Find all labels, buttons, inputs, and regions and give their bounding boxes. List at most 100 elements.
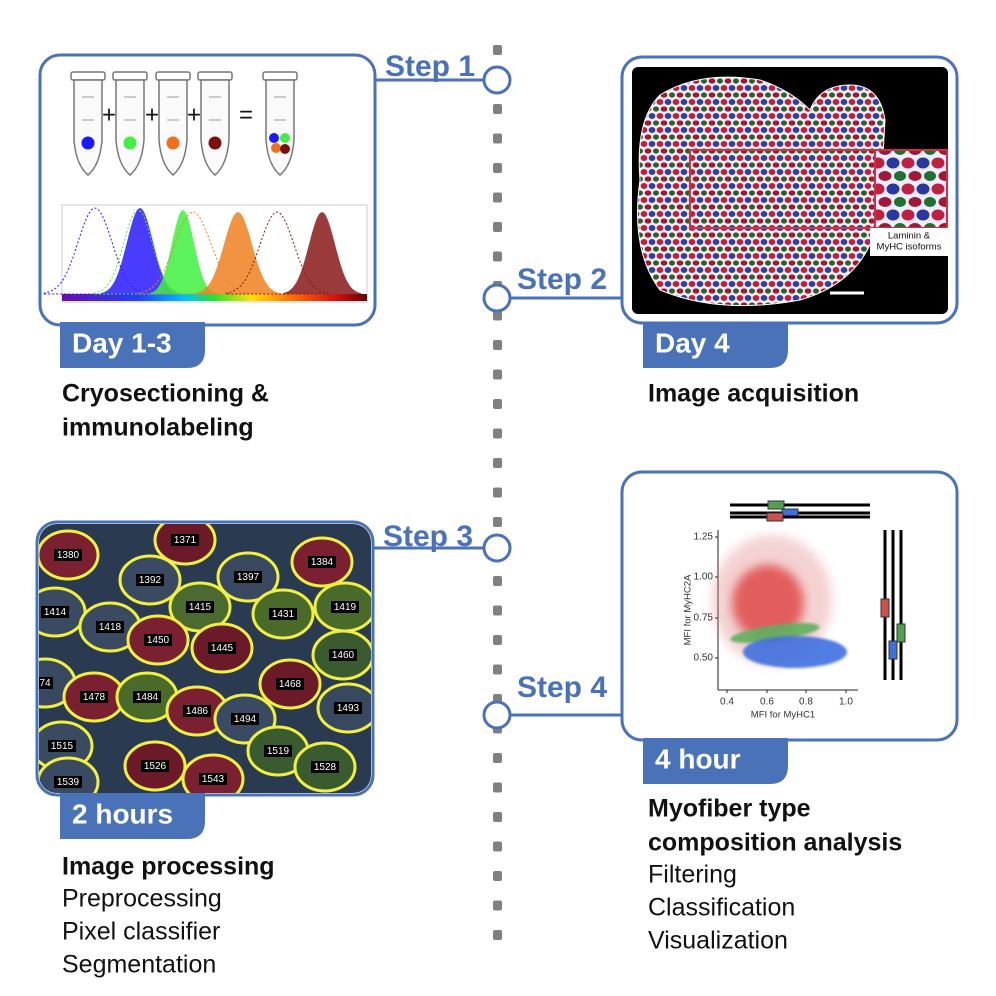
cell-id-bg <box>96 621 124 633</box>
segmentation-image: 1380 1371 1384 1392 1397 1414 1415 1431 1419 1418… <box>39 524 371 793</box>
cell-id: 1528 <box>314 762 337 773</box>
inset-label: MyHC isoforms <box>877 242 942 253</box>
operator: + <box>145 101 159 128</box>
excitation-curve <box>43 207 148 295</box>
cell-id: 1519 <box>267 746 290 757</box>
time-badge <box>60 322 205 368</box>
timeline-dot <box>493 369 502 380</box>
timeline-dot <box>493 517 502 527</box>
emission-peak <box>101 208 179 294</box>
step-label: Step 1 <box>385 50 475 83</box>
time-label: Day 1-3 <box>72 327 172 358</box>
cell-id-bg <box>54 549 82 561</box>
x-tick-label: 1.0 <box>839 697 853 708</box>
dye-dot <box>166 136 180 150</box>
time-badge <box>643 322 788 368</box>
tube <box>73 79 103 176</box>
cell-id: 74 <box>39 678 51 689</box>
step-label: Step 2 <box>517 263 607 296</box>
emission-peak <box>150 210 216 294</box>
timeline-dot <box>493 45 502 55</box>
tube-cap <box>197 71 233 81</box>
cell-id-bg <box>264 745 292 757</box>
tube-cap <box>155 71 191 81</box>
step-node <box>482 700 512 730</box>
cell-id-bg <box>48 740 76 752</box>
tube <box>200 79 230 176</box>
step-item: Segmentation <box>62 951 216 979</box>
cell-id-bg <box>276 678 304 690</box>
x-axis-label: MFI for MyHC1 <box>751 710 815 721</box>
green-cluster <box>730 622 820 644</box>
cell-id: 1543 <box>202 774 225 785</box>
cell-id-bg <box>136 574 164 586</box>
tube <box>158 79 188 176</box>
time-badge <box>643 738 788 784</box>
timeline-dot <box>493 222 502 232</box>
inset <box>874 149 948 229</box>
timeline-dot <box>493 428 502 439</box>
timeline-dot <box>493 192 502 203</box>
operator: + <box>102 101 116 128</box>
step-node <box>482 65 512 95</box>
spectrum-bar <box>62 294 367 301</box>
cell-id: 1494 <box>234 714 257 725</box>
cell-id: 1493 <box>337 703 360 714</box>
step-title: Image acquisition <box>648 380 859 408</box>
timeline-dot <box>493 576 502 586</box>
timeline-dot <box>493 399 502 409</box>
cell-id-bg <box>141 760 169 772</box>
cell-id-bg <box>171 534 199 546</box>
cell-id-bg <box>208 642 236 654</box>
cell-id-bg <box>133 691 161 703</box>
cell-id-bg <box>144 634 172 646</box>
cell-id: 1419 <box>334 602 357 613</box>
tube-cap <box>112 71 148 81</box>
cell-id: 1478 <box>83 692 106 703</box>
dye-dot <box>269 133 279 143</box>
time-label: Day 4 <box>655 327 730 358</box>
step-title: Myofiber type <box>648 795 811 823</box>
timeline-dot <box>493 782 502 793</box>
dye-dot <box>280 144 290 154</box>
diagram-layer: Step 1 Cryosectioning & immunolabeling Step… <box>35 45 959 979</box>
cell-id-bg <box>199 773 227 785</box>
cell-id-bg <box>269 608 297 620</box>
cell-id-bg <box>186 601 214 613</box>
box <box>888 640 898 660</box>
timeline-dot <box>493 900 502 911</box>
cell-id-bg <box>39 677 53 689</box>
cell-id-bg <box>234 571 262 583</box>
operator: + <box>187 101 201 128</box>
emission-peak <box>283 212 361 294</box>
x-tick-label: 0.4 <box>720 697 734 708</box>
y-tick-label: 0.75 <box>694 613 714 624</box>
step-item: Classification <box>648 894 795 922</box>
cell-id: 1371 <box>174 535 197 546</box>
cell-id: 1392 <box>139 575 162 586</box>
step-title: Cryosectioning & <box>62 380 269 408</box>
cell-id-bg <box>311 761 339 773</box>
cell-id: 1468 <box>279 679 302 690</box>
step-label: Step 3 <box>383 520 473 553</box>
tube <box>115 79 145 176</box>
cell-id: 1484 <box>136 692 159 703</box>
time-label: 4 hour <box>655 743 741 774</box>
step-item: Pixel classifier <box>62 918 220 946</box>
dye-dot <box>280 133 290 143</box>
cell-id: 1460 <box>332 650 355 661</box>
inset-label: Laminin & <box>888 231 931 242</box>
dye-dot <box>81 136 95 150</box>
timeline-dot <box>493 930 502 940</box>
y-tick-label: 1.25 <box>694 532 714 543</box>
cell-id-bg <box>308 556 336 568</box>
cell-id-bg <box>80 691 108 703</box>
timeline-dot <box>493 753 502 763</box>
inset-label-bg <box>870 228 948 256</box>
cell-id: 1515 <box>51 741 74 752</box>
cell-id-bg <box>183 705 211 717</box>
cell-id: 1418 <box>99 622 122 633</box>
cell-id-bg <box>331 601 359 613</box>
timeline-dot <box>493 340 502 350</box>
